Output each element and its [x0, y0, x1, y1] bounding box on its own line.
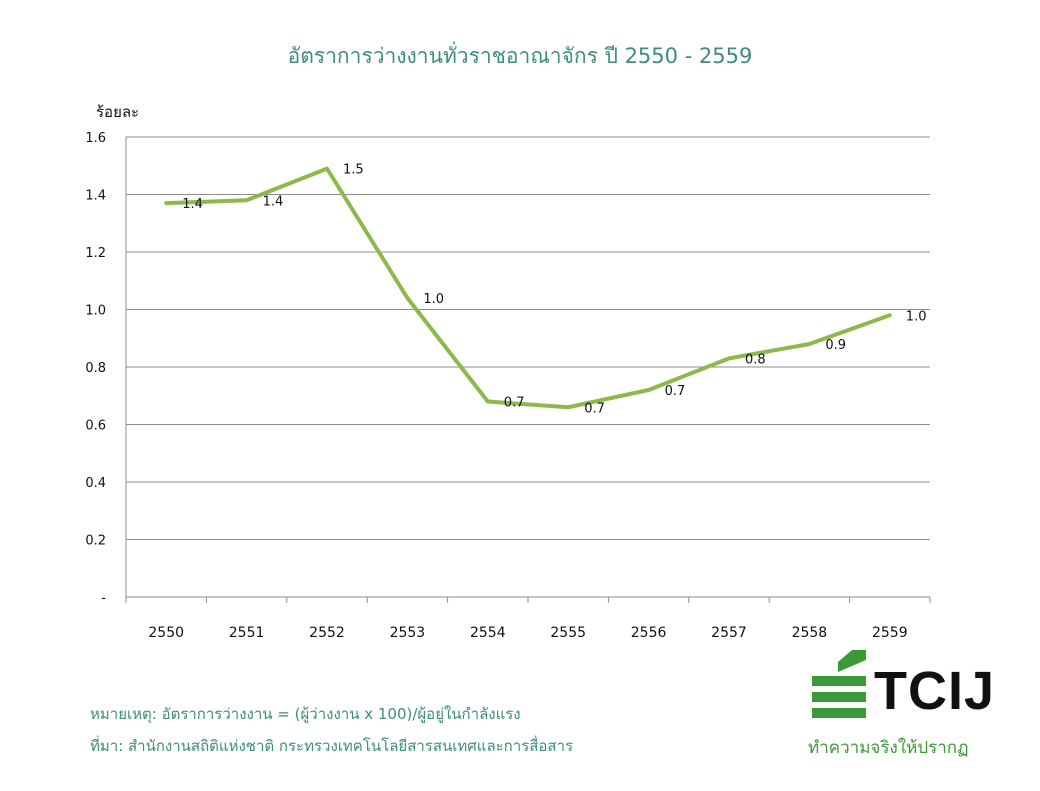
logo-wordmark: TCIJ — [874, 661, 996, 721]
y-tick-label: 0.2 — [85, 534, 106, 549]
x-tick-label: 2551 — [229, 625, 265, 641]
data-label: 0.7 — [665, 384, 686, 399]
data-label: 1.4 — [263, 194, 284, 209]
y-tick-label: 1.2 — [85, 246, 106, 261]
logo-stripes-icon — [812, 650, 866, 718]
data-label: 0.9 — [825, 338, 846, 353]
x-tick-label: 2559 — [872, 625, 908, 641]
series-line — [164, 166, 892, 410]
x-tick-label: 2557 — [711, 625, 747, 641]
y-tick-label: 1.4 — [85, 189, 106, 204]
logo-tagline: ทำความจริงให้ปรากฏ — [808, 738, 969, 758]
series-group — [164, 166, 892, 410]
data-label: 0.7 — [504, 396, 525, 411]
x-tick-label: 2554 — [470, 625, 506, 641]
y-axis-ticks: - 0.2 0.4 0.6 0.8 1.0 1.2 1.4 1.6 — [85, 131, 106, 606]
y-tick-label: 1.0 — [85, 304, 106, 319]
x-tick-label: 2553 — [390, 625, 426, 641]
y-tick-label: 1.6 — [85, 131, 106, 146]
x-tick-label: 2555 — [550, 625, 586, 641]
line-chart: -0.20.40.60.81.01.21.41.6 2550 2551 2552 25… — [85, 131, 931, 641]
footnote-source: ที่มา: สำนักงานสถิติแห่งชาติ กระทรวงเทคโ… — [90, 737, 574, 755]
tcij-logo: TCIJ ทำความจริงให้ปรากฏ — [808, 650, 1018, 760]
data-label: 1.4 — [182, 197, 203, 212]
x-tick-label: 2556 — [631, 625, 667, 641]
y-tick-label: 0.6 — [85, 419, 106, 434]
x-tick-label: 2558 — [792, 625, 828, 641]
data-label: 0.8 — [745, 352, 766, 367]
y-tick-label: 0.8 — [85, 361, 106, 376]
data-label: 0.7 — [584, 401, 605, 416]
data-label: 1.0 — [906, 309, 927, 324]
chart-title: อัตราการว่างงานทั่วราชอาณาจักร ปี 2550 -… — [287, 44, 753, 68]
data-labels: 1.4 1.4 1.5 1.0 0.7 0.7 0.7 0.8 0.9 1.0 — [182, 163, 926, 417]
data-label: 1.5 — [343, 163, 364, 178]
x-tick-label: 2552 — [309, 625, 345, 641]
x-axis: 2550 2551 2552 2553 2554 2555 2556 2557 2558 2559 — [125, 596, 931, 641]
gridlines — [125, 136, 930, 597]
y-axis-unit-label: ร้อยละ — [96, 103, 140, 121]
y-tick-label: - — [101, 591, 106, 606]
y-tick-label: 0.4 — [85, 476, 106, 491]
x-tick-label: 2550 — [148, 625, 184, 641]
footnote-formula: หมายเหตุ: อัตราการว่างงาน = (ผู้ว่างงาน … — [90, 705, 521, 723]
data-label: 1.0 — [423, 292, 444, 307]
